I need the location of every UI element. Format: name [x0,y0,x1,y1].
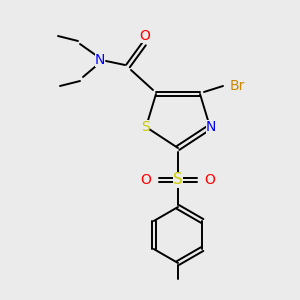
Text: Br: Br [229,79,245,93]
Text: O: O [205,173,215,187]
Text: N: N [206,120,216,134]
Text: N: N [95,53,105,67]
Text: O: O [141,173,152,187]
Text: O: O [140,29,150,43]
Text: S: S [141,120,149,134]
Text: S: S [173,172,183,188]
